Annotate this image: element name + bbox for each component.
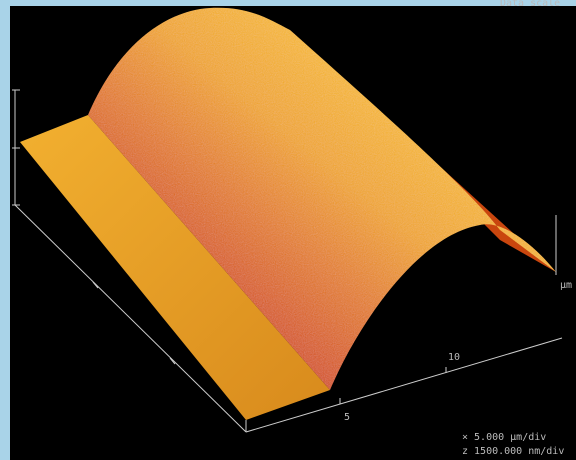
page: Data scale µm 10 5 × 5.000 µm/div z 1500… [0,0,576,460]
scale-x-label: × 5.000 µm/div [462,432,546,443]
frame-left [0,0,10,460]
data-scale-label: Data scale [500,0,560,9]
axis-tick-label: 10 [448,352,460,363]
axis-tick-label: 5 [344,412,350,423]
afm-image: Data scale µm 10 5 × 5.000 µm/div z 1500… [0,0,576,460]
frame-top [0,0,576,6]
unit-label: µm [560,280,572,291]
scale-z-label: z 1500.000 nm/div [462,446,564,457]
